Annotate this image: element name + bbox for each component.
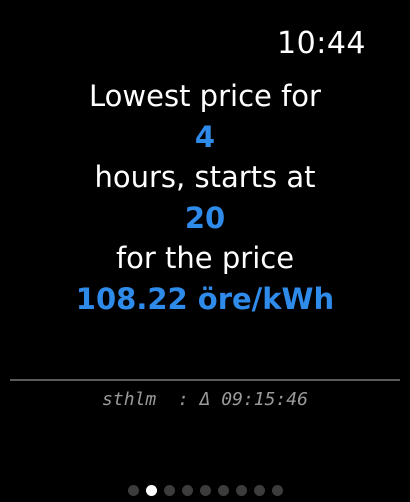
divider xyxy=(10,379,400,381)
page-dot[interactable] xyxy=(199,485,211,496)
start-hour-value: 20 xyxy=(184,200,226,235)
price-message: Lowest price for 4 hours, starts at 20 f… xyxy=(0,76,410,319)
page-dot[interactable] xyxy=(163,485,175,496)
page-dot[interactable] xyxy=(127,485,139,496)
page-dot[interactable] xyxy=(217,485,229,496)
page-dot[interactable] xyxy=(181,485,193,496)
page-dot[interactable] xyxy=(253,485,265,496)
status-time: 10:44 xyxy=(277,26,366,61)
page-dot-active[interactable] xyxy=(145,485,157,496)
hours-value: 4 xyxy=(194,119,216,154)
page-dot[interactable] xyxy=(271,485,283,496)
price-value: 108.22 öre/kWh xyxy=(75,281,335,316)
page-dot[interactable] xyxy=(235,485,247,496)
update-info: sthlm : Δ 09:15:46 xyxy=(102,389,308,410)
message-intro: Lowest price for xyxy=(89,79,321,113)
page-indicator[interactable] xyxy=(0,485,410,496)
message-for-price: for the price xyxy=(115,241,295,275)
message-starts-at: hours, starts at xyxy=(94,160,316,194)
